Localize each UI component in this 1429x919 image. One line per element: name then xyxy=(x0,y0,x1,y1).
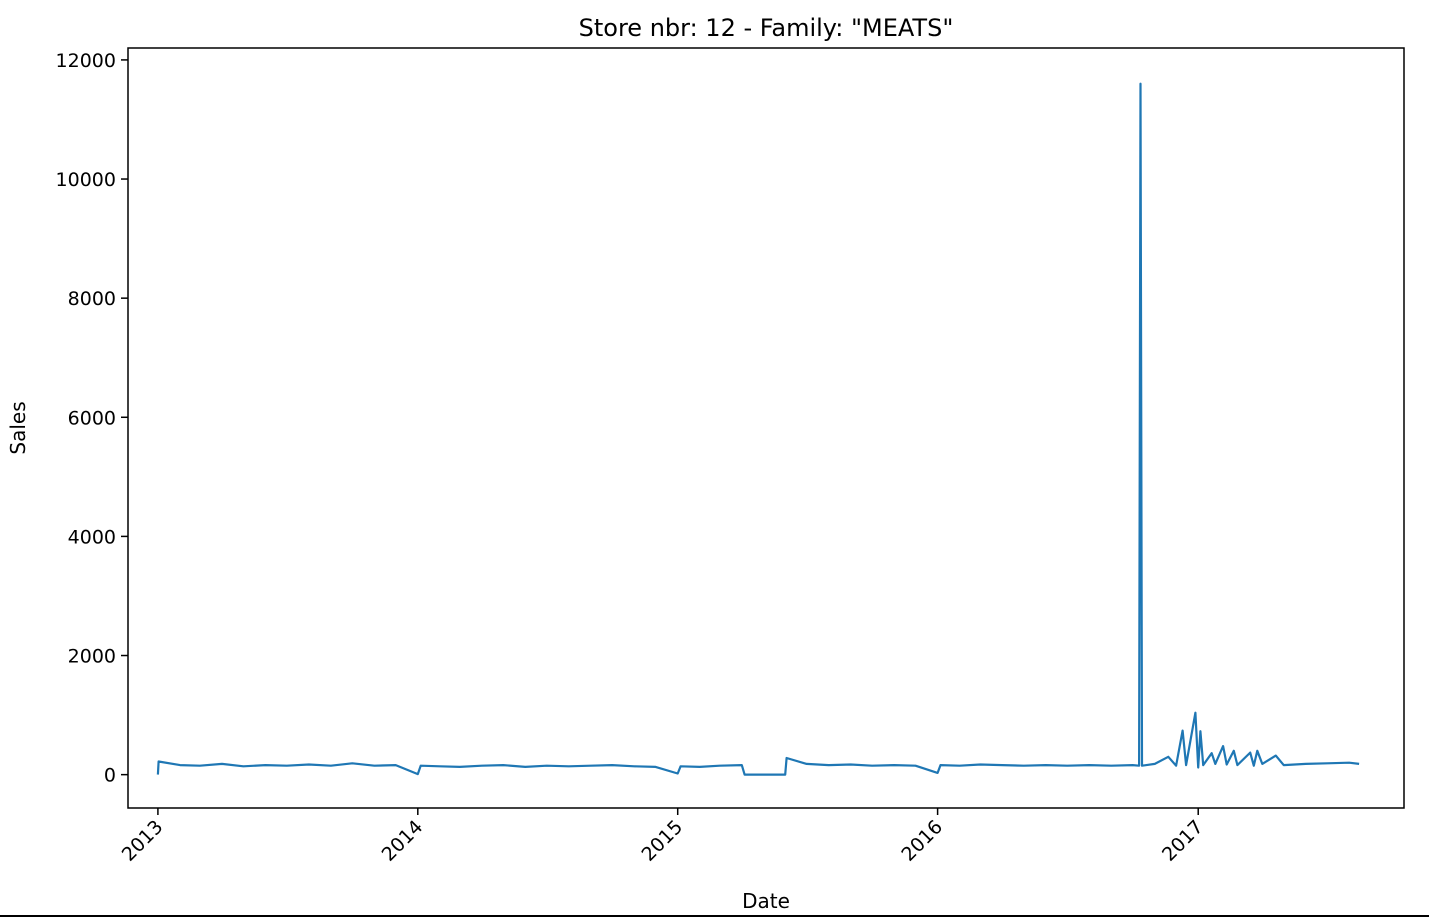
plot-area xyxy=(156,82,1360,776)
x-axis: 2013 2014 2015 2016 2017 xyxy=(118,808,1208,866)
y-tick-label: 2000 xyxy=(68,646,116,668)
x-tick-label: 2013 xyxy=(118,816,168,866)
chart-title: Store nbr: 12 - Family: "MEATS" xyxy=(579,14,954,42)
y-tick-label: 10000 xyxy=(56,169,116,191)
plot-frame xyxy=(127,47,1405,809)
y-tick-label: 4000 xyxy=(68,526,116,548)
y-tick-label: 8000 xyxy=(68,288,116,310)
x-tick-label: 2015 xyxy=(637,816,687,866)
x-axis-label: Date xyxy=(742,889,790,913)
y-tick-label: 12000 xyxy=(56,50,116,72)
y-tick-label: 6000 xyxy=(68,407,116,429)
y-axis-label: Sales xyxy=(6,401,30,454)
x-tick-label: 2014 xyxy=(378,816,428,866)
x-tick-label: 2017 xyxy=(1158,816,1208,866)
bottom-border xyxy=(0,915,1429,917)
series-line-0 xyxy=(156,82,1360,776)
y-tick-label: 0 xyxy=(104,765,116,787)
y-axis: 0 2000 4000 6000 8000 10000 12000 xyxy=(56,50,128,787)
x-tick-label: 2016 xyxy=(897,816,947,866)
